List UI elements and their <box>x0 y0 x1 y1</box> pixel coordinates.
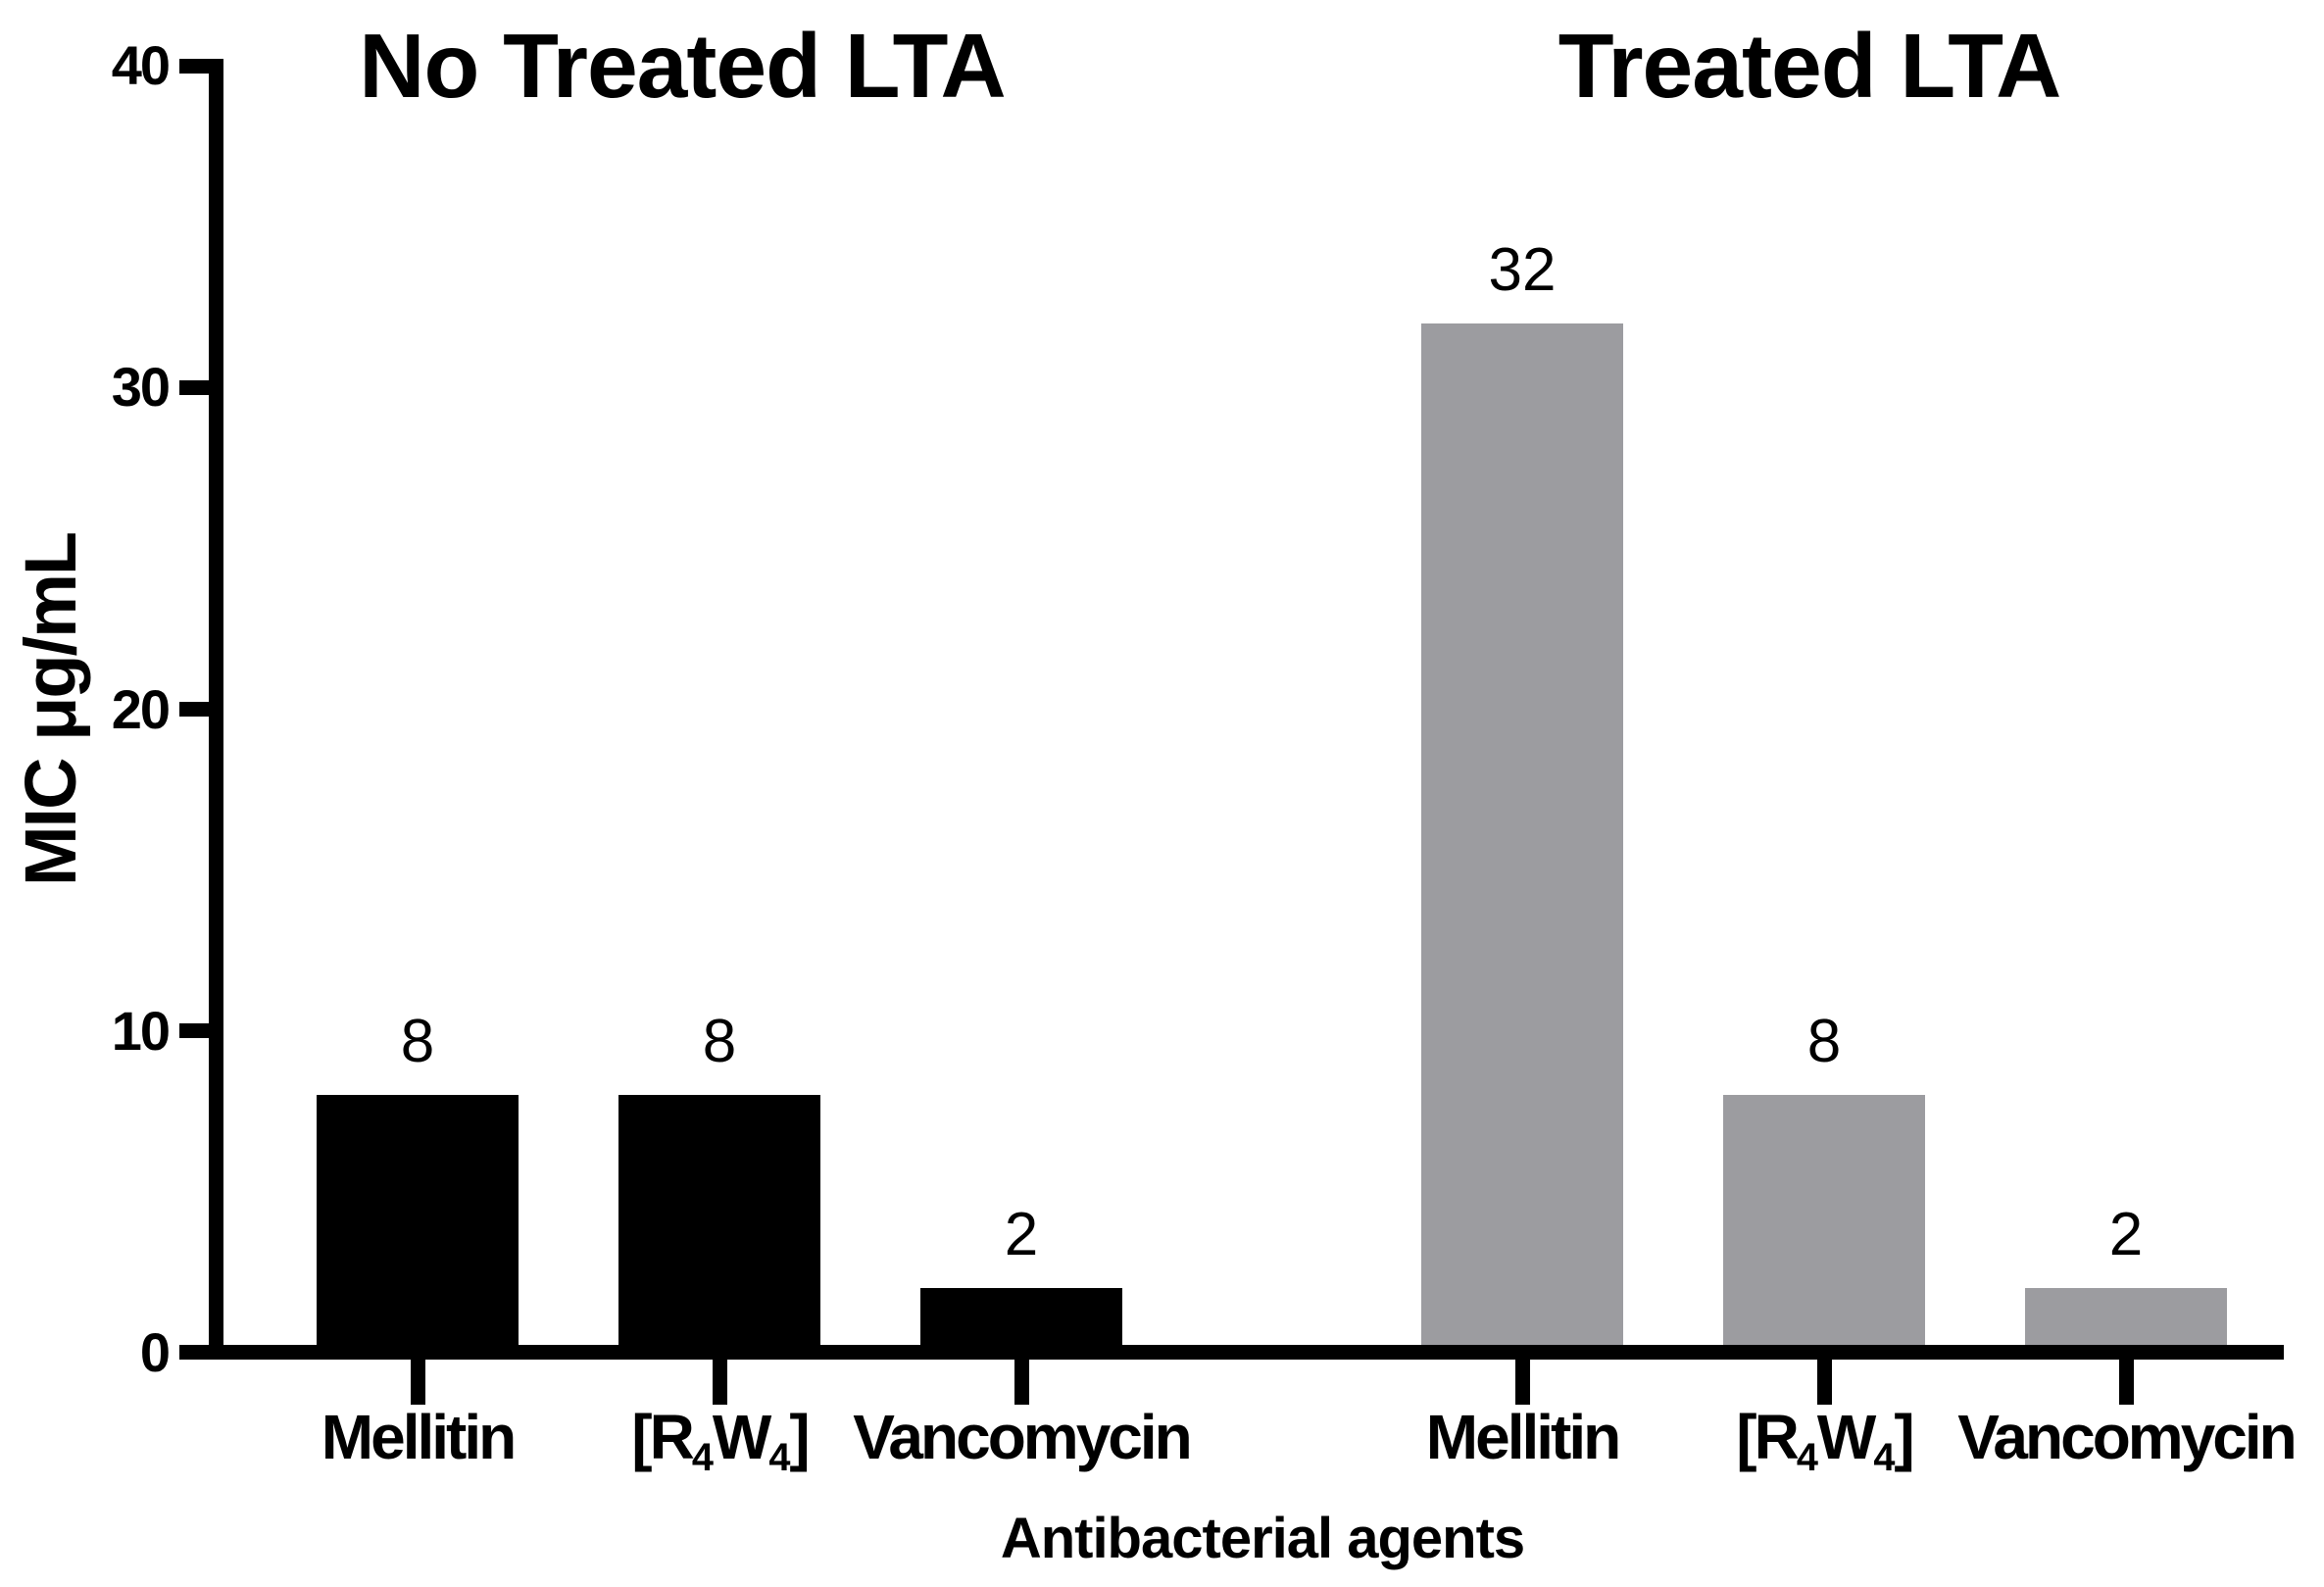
x-axis-tick <box>1514 1360 1530 1405</box>
category-label: [R4W4] <box>1736 1402 1914 1479</box>
x-axis-tick <box>1014 1360 1029 1405</box>
y-tick-label: 40 <box>111 34 171 97</box>
y-tick-label: 30 <box>111 356 171 419</box>
bar-value-label: 8 <box>1806 1008 1842 1076</box>
y-tick-label: 0 <box>139 1321 171 1383</box>
y-axis-tick <box>179 702 217 718</box>
bar-rw <box>618 1095 820 1353</box>
category-label: Mellitin <box>1425 1402 1621 1472</box>
bar-rw <box>1723 1095 1925 1353</box>
x-axis-tick <box>712 1360 727 1405</box>
bar-value-label: 32 <box>1488 235 1557 304</box>
bar-mellitin <box>317 1095 519 1353</box>
x-axis-title: Antibacterial agents <box>1000 1507 1525 1570</box>
category-label: Vancomycin <box>1957 1402 2297 1472</box>
bar-value-label: 2 <box>2108 1201 2144 1269</box>
bar-mellitin <box>1421 322 1623 1353</box>
y-tick-label: 20 <box>111 677 171 740</box>
y-axis-tick <box>179 1023 217 1039</box>
x-axis-tick <box>410 1360 425 1405</box>
bar-vancomycin <box>2025 1288 2227 1353</box>
y-axis-tick <box>179 379 217 395</box>
category-label: Mellitin <box>321 1402 517 1472</box>
y-tick-label: 10 <box>111 999 171 1062</box>
bar-value-label: 8 <box>702 1008 737 1076</box>
panel-title-treated-lta: Treated LTA <box>1558 15 2062 117</box>
bar-value-label: 2 <box>1004 1201 1039 1269</box>
x-axis-line <box>179 1345 2284 1360</box>
panel-title-no-treated-lta: No Treated LTA <box>359 15 1006 117</box>
category-label: Vancomycin <box>853 1402 1192 1472</box>
bar-value-label: 8 <box>400 1008 435 1076</box>
bar-vancomycin <box>920 1288 1122 1353</box>
y-axis-tick <box>179 58 217 74</box>
x-axis-tick <box>1816 1360 1832 1405</box>
category-label: [R4W4] <box>631 1402 810 1479</box>
x-axis-tick <box>2118 1360 2134 1405</box>
